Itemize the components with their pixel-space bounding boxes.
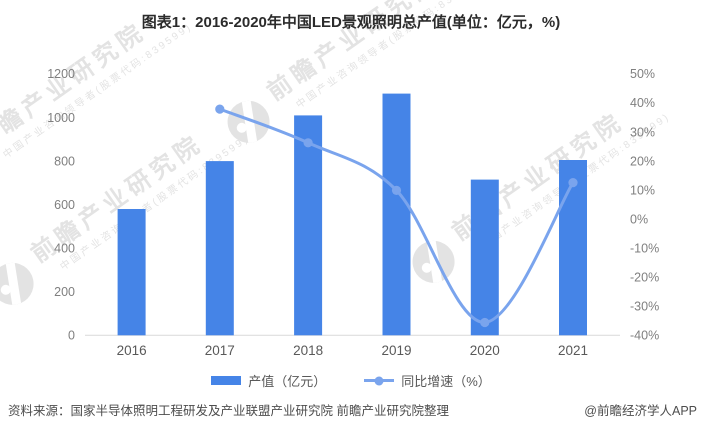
right-axis-tick-50%: 50% [630, 67, 655, 81]
bar-2018 [294, 115, 323, 336]
growth-marker-2017 [215, 104, 225, 114]
right-axis-tick--30%: -30% [630, 299, 659, 313]
line-series-dot-icon [374, 376, 384, 385]
right-axis-tick-40%: 40% [630, 96, 655, 110]
left-axis-tick-0: 0 [68, 329, 75, 343]
right-axis-tick--40%: -40% [630, 329, 659, 343]
x-axis-label-2021: 2021 [558, 343, 588, 358]
x-axis-label-2019: 2019 [381, 343, 411, 358]
legend-item-bar-series: 产值（亿元） [211, 371, 326, 390]
legend-label-line-series: 同比增速（%） [401, 374, 491, 389]
left-axis-tick-400: 400 [54, 241, 75, 255]
right-axis-tick-30%: 30% [630, 125, 655, 139]
chart-title: 图表1：2016-2020年中国LED景观照明总产值(单位：亿元，%) [141, 14, 561, 31]
bar-2019 [382, 93, 411, 336]
bar-2017 [205, 161, 234, 336]
bar-2020 [470, 179, 499, 336]
credit-note: @前瞻经济学人APP [584, 404, 697, 418]
x-axis-label-2020: 2020 [470, 343, 500, 358]
left-axis-tick-1200: 1200 [47, 67, 75, 81]
bar-2021 [559, 160, 587, 336]
right-axis-tick-0%: 0% [630, 212, 648, 226]
growth-marker-2020 [480, 317, 490, 328]
source-note: 资料来源：国家半导体照明工程研发及产业联盟产业研究院 前瞻产业研究院整理 [8, 404, 449, 418]
right-axis-tick-10%: 10% [630, 183, 655, 197]
growth-line [218, 107, 575, 325]
right-axis-tick-20%: 20% [630, 154, 655, 168]
growth-marker-2021 [568, 178, 578, 188]
footer: 资料来源：国家半导体照明工程研发及产业联盟产业研究院 前瞻产业研究院整理 @前瞻… [8, 400, 697, 419]
left-axis-tick-800: 800 [54, 154, 75, 168]
legend-item-line-series: 同比增速（%） [364, 371, 491, 390]
left-axis-tick-1000: 1000 [47, 111, 75, 125]
growth-marker-2018 [303, 138, 313, 148]
legend-label-bar-series: 产值（亿元） [248, 374, 327, 389]
bar-series-swatch-icon [211, 376, 242, 385]
growth-marker-2019 [391, 185, 402, 195]
x-axis-label-2018: 2018 [293, 343, 323, 358]
line-series-swatch-icon [364, 376, 395, 385]
left-axis-tick-200: 200 [54, 285, 75, 299]
x-axis-label-2017: 2017 [205, 343, 235, 358]
bar-2016 [117, 209, 146, 336]
right-axis-tick--20%: -20% [630, 270, 659, 284]
left-axis-tick-600: 600 [54, 198, 75, 212]
x-axis-label-2016: 2016 [117, 343, 147, 358]
legend: 产值（亿元） 同比增速（%） [0, 371, 702, 390]
right-axis-tick--10%: -10% [630, 241, 659, 255]
